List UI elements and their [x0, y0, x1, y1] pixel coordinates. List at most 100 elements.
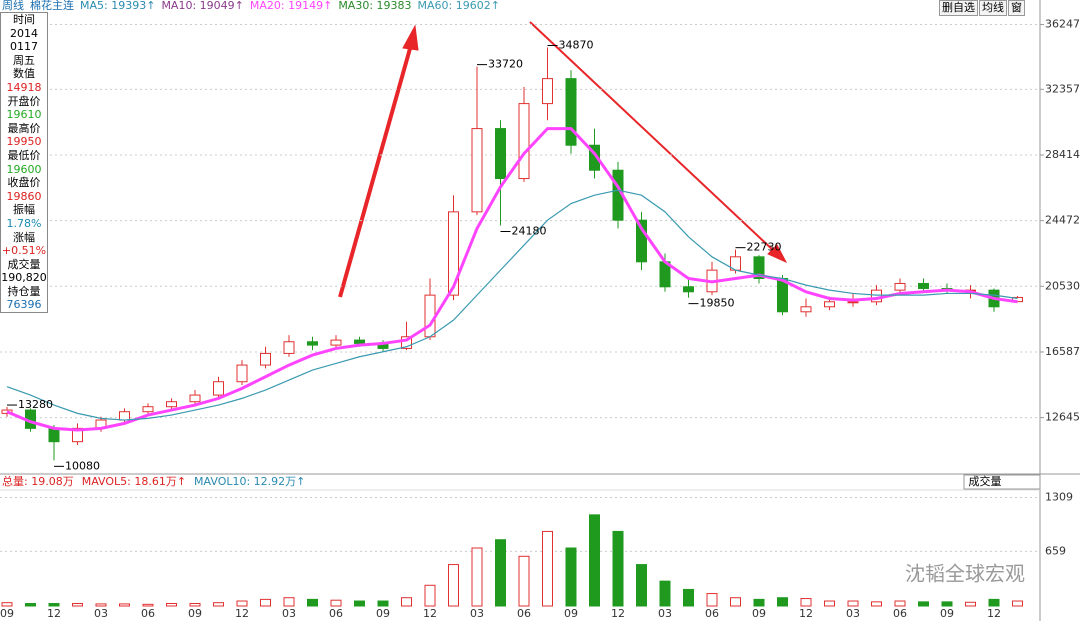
volume-bar: [965, 601, 976, 607]
candle-body: [636, 219, 647, 263]
x-tick-label: 09: [564, 607, 578, 620]
volume-bar: [847, 600, 859, 607]
info-text: 开盘价: [7, 94, 41, 108]
candle-body: [542, 78, 553, 105]
annotation: 33720: [488, 58, 523, 71]
toolbar-button[interactable]: 窗: [1008, 0, 1025, 16]
volume-header: MAVOL10: 12.92万↑: [194, 475, 305, 488]
volume-bar: [1, 602, 13, 607]
volume-bar: [612, 530, 624, 607]
y-tick-label: 20530: [1045, 279, 1080, 292]
x-tick-label: 03: [470, 607, 484, 620]
x-tick-label: 03: [282, 607, 296, 620]
y-tick-label: 12645: [1045, 411, 1080, 424]
volume-bar: [683, 588, 694, 607]
volume-bar: [25, 603, 36, 607]
annotation: 13280: [18, 398, 53, 411]
candle-body: [354, 339, 365, 344]
candle-body: [330, 339, 342, 346]
volume-bar: [589, 514, 600, 607]
volume-bar: [706, 593, 718, 607]
candle-body: [589, 144, 600, 171]
x-tick-label: 06: [329, 607, 343, 620]
x-tick-label: 03: [846, 607, 860, 620]
x-tick-label: 12: [47, 607, 61, 620]
toolbar-button[interactable]: 删自选: [939, 0, 978, 16]
annotation: 24180: [512, 225, 547, 238]
x-tick-label: 09: [752, 607, 766, 620]
candle-body: [918, 282, 929, 289]
candle-body: [683, 286, 694, 293]
volume-bar: [824, 600, 835, 607]
volume-bar: [918, 601, 929, 607]
x-tick-label: 12: [235, 607, 249, 620]
info-text: 1.78%: [6, 216, 42, 230]
candle-body: [471, 128, 483, 213]
volume-bar: [753, 598, 765, 607]
arrow-head: [402, 24, 419, 51]
volume-bar: [988, 598, 1000, 607]
x-tick-label: 09: [0, 607, 14, 620]
x-tick-label: 03: [94, 607, 108, 620]
x-tick-label: 09: [376, 607, 390, 620]
info-text: 数值: [13, 67, 35, 81]
watermark: 沈韬全球宏观: [905, 562, 1025, 586]
y-tick-label: 24472: [1045, 214, 1080, 227]
volume-selector[interactable]: 成交量: [969, 474, 1002, 488]
info-panel: 时间 2014 0117 周五 数值 14918 开盘价 19610 最高价 19950 最低价 19…: [0, 12, 48, 314]
info-text: 14918: [6, 80, 42, 94]
volume-bar: [354, 600, 365, 607]
candle-body: [307, 341, 318, 346]
annotation: 19850: [700, 297, 735, 310]
candle-body: [753, 256, 765, 279]
toolbar-label: MA30: 19383: [338, 0, 411, 12]
annotation: 10080: [65, 459, 100, 472]
volume-selector-box[interactable]: [963, 474, 1041, 490]
candle-body: [166, 401, 177, 408]
volume-bar: [95, 603, 107, 607]
annotation: 22730: [747, 241, 782, 254]
volume-header: 总量: 19.08万: [2, 474, 74, 488]
volume-bar: [213, 602, 224, 607]
toolbar-button[interactable]: 均线: [979, 0, 1007, 16]
toolbar-label: MA5: 19393↑: [80, 0, 155, 12]
volume-bar: [283, 597, 295, 607]
candle-body: [119, 411, 130, 421]
x-tick-label: 06: [893, 607, 907, 620]
y-tick-label: 36247: [1045, 18, 1080, 31]
x-tick-label: 06: [517, 607, 531, 620]
volume-bar: [871, 601, 882, 607]
volume-bar: [565, 547, 577, 607]
info-text: 周五: [13, 53, 35, 67]
candle-body: [72, 427, 83, 443]
volume-bar: [377, 600, 389, 607]
info-text: 76396: [6, 298, 42, 312]
toolbar-label: MA20: 19149↑: [250, 0, 332, 12]
x-tick-label: 09: [188, 607, 202, 620]
volume-bar: [777, 597, 788, 607]
candle-body: [565, 78, 577, 146]
candle-body: [236, 364, 248, 383]
candle-body: [189, 394, 201, 403]
ma-line: [6, 189, 1018, 421]
volume-bar: [636, 564, 647, 607]
candle-body: [401, 336, 412, 349]
volume-bar: [424, 584, 436, 607]
annotation: 34870: [559, 38, 594, 51]
candle-body: [495, 128, 506, 180]
volume-header: MAVOL5: 18.61万↑: [82, 475, 186, 488]
candle-body: [847, 301, 859, 304]
x-tick-label: 12: [611, 607, 625, 620]
x-tick-label: 06: [705, 607, 719, 620]
info-text: 振幅: [13, 203, 35, 217]
y-tick-label: 1309: [1045, 491, 1073, 504]
toolbar-label: MA60: 19602↑: [418, 0, 500, 12]
arrow-head: [767, 244, 788, 264]
volume-bar: [894, 600, 906, 607]
volume-bar: [518, 555, 530, 607]
info-text: 19860: [6, 189, 42, 203]
x-tick-label: 12: [799, 607, 813, 620]
arrow-up: [338, 44, 413, 298]
